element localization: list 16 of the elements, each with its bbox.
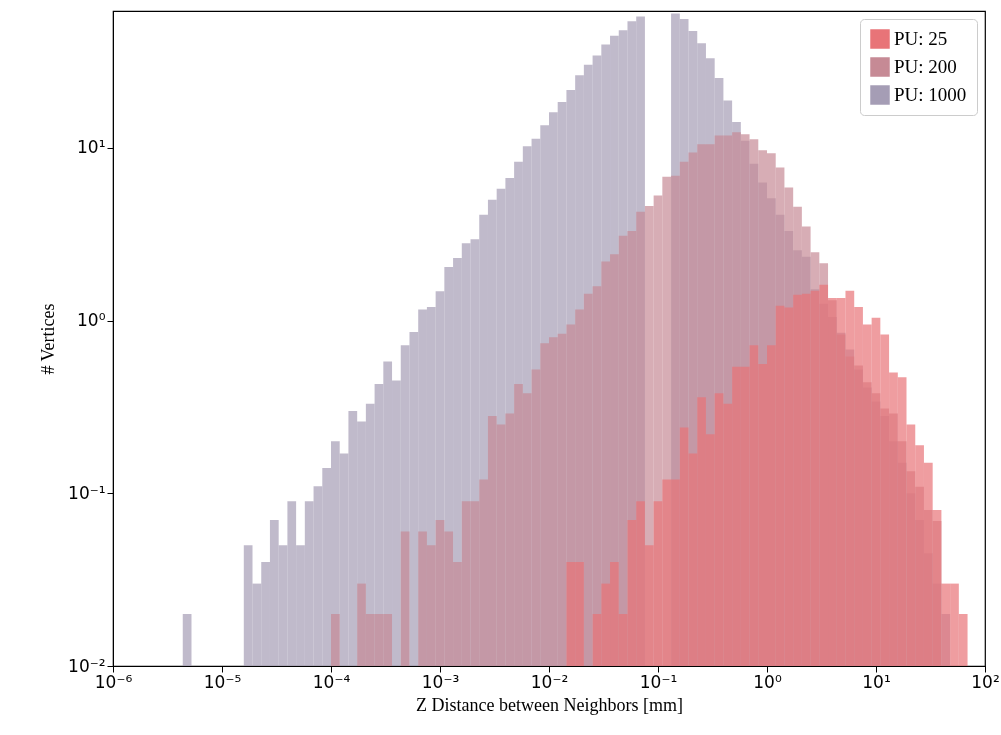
x-tick-label: 10⁻⁵ [203,671,242,692]
y-axis-title: # Vertices [38,303,59,375]
x-tick-label: 10⁰ [753,671,782,692]
x-tick-label: 10² [971,671,1000,692]
legend-label: PU: 1000 [894,84,967,105]
x-tick-label: 10⁻⁴ [312,671,351,692]
y-tick-label: 10⁻¹ [68,482,106,503]
y-tick-label: 10¹ [77,137,106,158]
x-axis-title: Z Distance between Neighbors [mm] [416,694,683,715]
x-tick-label: 10⁻¹ [639,671,678,692]
y-tick-label: 10⁰ [77,310,106,331]
legend-label: PU: 200 [894,56,957,77]
x-tick-label: 10⁻² [530,671,569,692]
legend-label: PU: 25 [894,28,948,49]
x-tick-label: 10¹ [862,671,891,692]
x-tick-label: 10⁻³ [421,671,460,692]
